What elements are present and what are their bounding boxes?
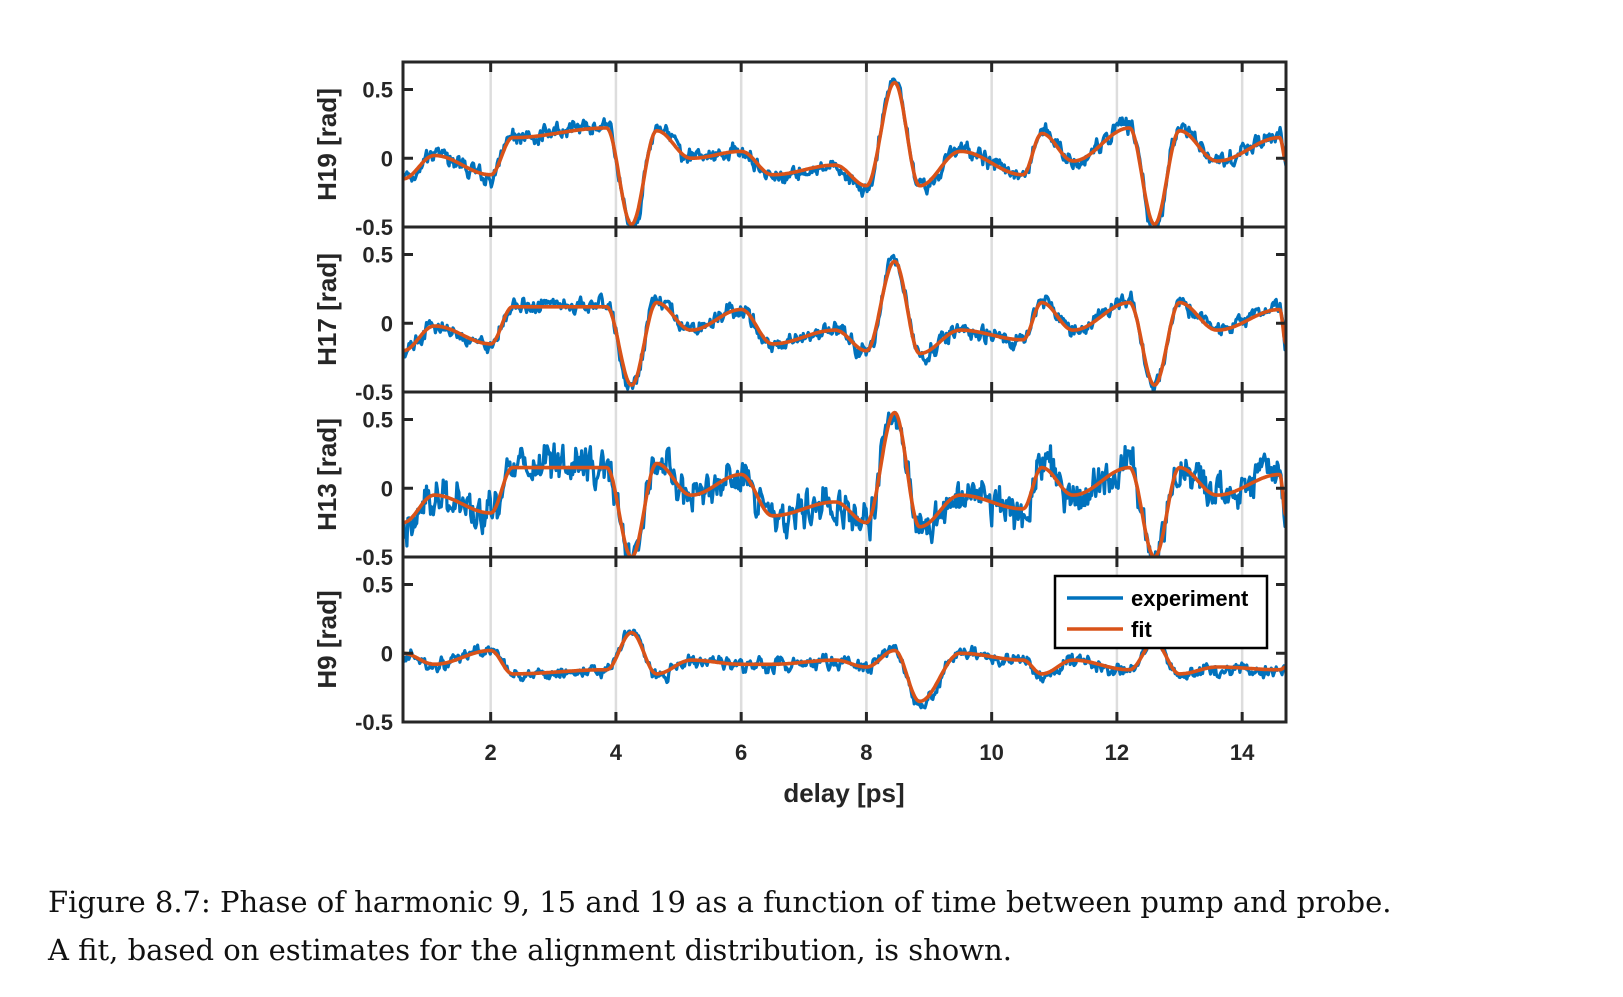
series-experiment-line [403,411,1286,557]
x-tick-label: 8 [860,740,872,765]
series-fit-line [403,630,1286,704]
x-axis-label: delay [ps] [783,778,904,808]
y-tick-label: -0.5 [355,545,393,570]
series-experiment-line [403,77,1286,227]
x-tick-label: 4 [610,740,623,765]
x-tick-label: 12 [1105,740,1129,765]
panels-layer: -0.5 0 0.5 H19 [rad] -0.5 0 0.5 H17 [rad] -0.5 0 0… [312,60,1288,735]
y-tick-label: 0.5 [362,243,393,268]
panel-frame [401,555,1288,724]
y-tick-label: 0.5 [362,408,393,433]
y-tick-label: 0 [381,641,393,666]
y-axis-label: H17 [rad] [312,253,342,366]
panel-0: -0.5 0 0.5 H19 [rad] [312,60,1288,240]
figure-caption: Figure 8.7: Phase of harmonic 9, 15 and … [48,878,1608,974]
x-axis: delay [ps] 2 4 6 8 10 12 14 [485,740,1256,808]
legend: experiment fit [1053,574,1269,650]
caption-line-1: Figure 8.7: Phase of harmonic 9, 15 and … [48,885,1392,919]
legend-label-fit: fit [1131,617,1152,642]
series-fit-line [403,80,1286,226]
y-tick-label: 0 [381,476,393,501]
y-axis-label: H13 [rad] [312,418,342,531]
legend-box [1053,574,1269,650]
x-tick-label: 6 [735,740,747,765]
panel-1: -0.5 0 0.5 H17 [rad] [312,225,1288,405]
y-tick-label: 0.5 [362,78,393,103]
x-tick-label: 14 [1230,740,1255,765]
y-tick-label: 0.5 [362,573,393,598]
y-tick-label: 0 [381,311,393,336]
caption-line-2: A fit, based on estimates for the alignm… [48,933,1012,967]
series-fit-line [403,259,1286,387]
y-axis-label: H19 [rad] [312,88,342,201]
y-tick-label: -0.5 [355,380,393,405]
panel-2: -0.5 0 0.5 H13 [rad] [312,390,1288,570]
y-tick-label: -0.5 [355,215,393,240]
y-tick-label: 0 [381,146,393,171]
x-tick-label: 2 [485,740,497,765]
panel-3: -0.5 0 0.5 H9 [rad] [312,555,1288,735]
y-tick-label: -0.5 [355,710,393,735]
series-experiment-line [403,253,1286,392]
figure-chart: -0.5 0 0.5 H19 [rad] -0.5 0 0.5 H17 [rad] -0.5 0 0… [312,60,1288,808]
x-tick-label: 10 [979,740,1003,765]
series-fit-line [403,410,1286,557]
legend-label-experiment: experiment [1131,586,1249,611]
y-axis-label: H9 [rad] [312,590,342,688]
